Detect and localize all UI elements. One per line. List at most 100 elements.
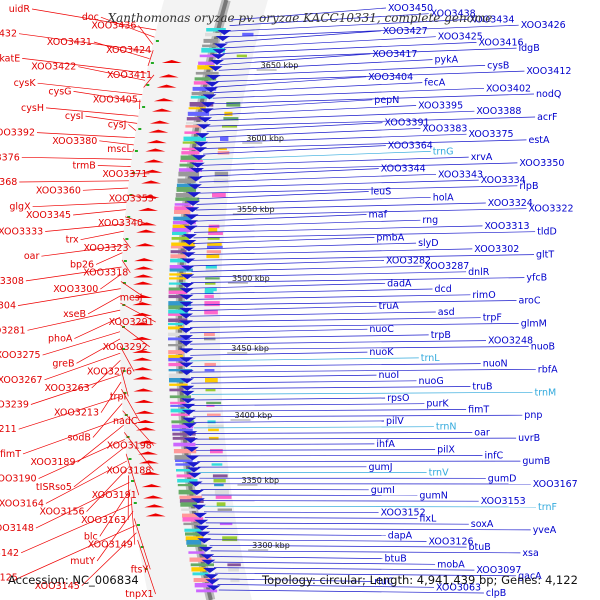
left-connector <box>78 66 146 81</box>
right-connector <box>196 196 431 205</box>
feature-block <box>180 159 203 163</box>
left-gene-label: cysJ <box>108 119 127 130</box>
right-gene-label: purK <box>426 399 449 410</box>
right-connector <box>202 151 431 161</box>
right-gene-label: pnp <box>524 410 542 421</box>
right-connector <box>218 59 433 71</box>
feature-block <box>217 151 230 155</box>
feature-block <box>168 309 189 315</box>
right-gene-label: XOO3438 <box>431 9 476 20</box>
kbp-label: 3550 kbp <box>237 205 275 214</box>
feature-block <box>205 282 216 285</box>
left-gene-label: XOO3164 <box>0 498 44 509</box>
feature-block <box>181 151 200 155</box>
tick-mark <box>150 62 154 64</box>
left-gene-arrow <box>135 419 156 423</box>
right-gene-arrow <box>211 54 226 60</box>
feature-block <box>189 557 212 562</box>
feature-block <box>213 178 229 184</box>
right-gene-label: fimT <box>468 405 489 416</box>
feature-block <box>177 479 198 483</box>
left-connector <box>25 266 122 282</box>
left-connector <box>132 148 135 153</box>
feature-block <box>168 362 188 367</box>
right-gene-arrow <box>198 546 213 552</box>
feature-block <box>202 44 222 48</box>
left-gene-label: XOO3371 <box>102 169 147 180</box>
right-gene-arrow <box>190 168 205 174</box>
right-gene-arrow <box>189 489 204 495</box>
right-gene-label: XOO3334 <box>481 175 526 186</box>
right-gene-label: tldD <box>537 227 557 238</box>
right-connector <box>219 53 371 66</box>
left-gene-label: XOO3376 <box>0 152 20 163</box>
feature-block <box>170 413 190 416</box>
feature-block <box>168 322 184 326</box>
kbp-label: 3400 kbp <box>235 411 273 420</box>
right-gene-arrow <box>181 252 196 258</box>
feature-block <box>208 428 219 432</box>
feature-block <box>222 536 238 542</box>
feature-block <box>169 268 193 272</box>
feature-block <box>185 125 207 128</box>
left-gene-label: XOO3213 <box>54 408 99 419</box>
right-connector <box>190 288 433 295</box>
left-gene-label: mscL <box>107 144 132 155</box>
feature-block <box>191 91 214 96</box>
right-gene-arrow <box>183 438 198 444</box>
right-gene-label: XOO3364 <box>388 141 433 152</box>
right-gene-label: rpsO <box>387 393 409 404</box>
right-connector <box>194 437 517 440</box>
right-gene-arrow <box>205 81 220 87</box>
kbp-label: 3600 kbp <box>246 134 284 143</box>
left-gene-arrow <box>136 229 157 233</box>
right-connector <box>223 36 436 49</box>
feature-block <box>217 508 233 511</box>
right-connector <box>193 420 385 423</box>
feature-block <box>208 231 223 235</box>
right-connector <box>190 368 536 373</box>
right-connector <box>215 76 367 88</box>
left-connector <box>123 238 131 249</box>
left-gene-label: XOO3292 <box>103 342 148 353</box>
left-connector <box>95 252 123 265</box>
right-gene-label: maf <box>369 210 388 221</box>
right-gene-label: XOO3388 <box>476 106 521 117</box>
left-gene-label: XOO3405 <box>93 95 138 106</box>
tick-mark <box>128 458 132 460</box>
left-gene-label: mesJ <box>120 292 143 303</box>
feature-block <box>193 578 216 583</box>
feature-block <box>211 463 223 466</box>
right-connector <box>204 133 467 144</box>
right-gene-arrow <box>179 378 194 384</box>
left-gene-label: XOO3422 <box>31 62 76 73</box>
left-gene-label: tnpX1 <box>125 589 153 600</box>
feature-block <box>206 254 220 259</box>
feature-block <box>191 567 206 572</box>
feature-block <box>175 459 193 462</box>
feature-block <box>169 378 185 383</box>
left-gene-arrow <box>133 266 154 270</box>
right-gene-arrow <box>182 234 197 240</box>
right-connector <box>190 294 471 300</box>
left-connector <box>147 50 154 67</box>
right-connector <box>198 179 479 188</box>
feature-block <box>182 141 201 144</box>
right-gene-label: gumD <box>488 473 517 484</box>
left-connector <box>137 539 156 595</box>
right-gene-label: nuoG <box>419 376 444 387</box>
left-gene-label: XOO3275 <box>0 350 41 361</box>
right-gene-arrow <box>202 567 217 573</box>
tick-mark <box>129 194 133 196</box>
left-gene-label: cysK <box>14 78 37 89</box>
right-gene-arrow <box>183 225 198 231</box>
left-connector <box>87 295 121 315</box>
feature-block <box>181 147 198 151</box>
right-gene-label: dnlR <box>468 267 490 278</box>
feature-block <box>168 282 188 285</box>
left-gene-label: ftsY <box>131 564 149 575</box>
right-gene-label: gumJ <box>369 462 393 473</box>
left-gene-label: XOO3345 <box>26 210 71 221</box>
left-connector <box>120 281 145 298</box>
right-gene-label: acrF <box>537 112 557 123</box>
